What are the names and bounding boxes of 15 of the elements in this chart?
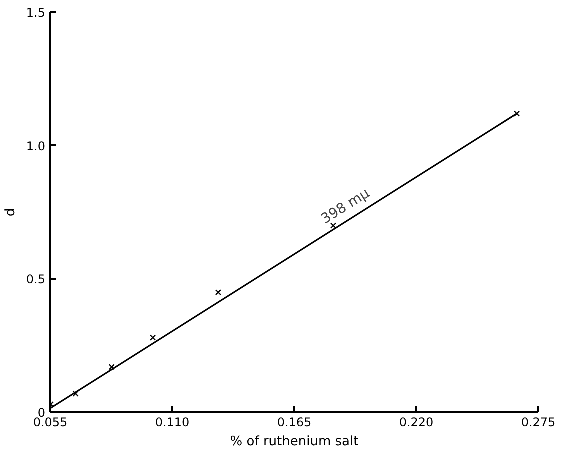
- point: [215, 289, 222, 296]
- y-tick-label: 1.0: [26, 139, 46, 154]
- point: [514, 110, 520, 117]
- y-axis-title: d: [3, 208, 18, 217]
- y-tick-label: 1.5: [26, 6, 46, 20]
- x-tick-label: 0.275: [521, 416, 556, 430]
- x-axis-title: % of ruthenium salt: [230, 434, 359, 450]
- x-tick-label: 0.165: [277, 416, 312, 430]
- point: [72, 390, 79, 397]
- annotation: 398 mμ: [318, 186, 373, 228]
- point: [108, 364, 116, 370]
- y-tick-label: 0.5: [26, 272, 46, 287]
- x-tick-label: 0.110: [155, 416, 190, 430]
- point: [150, 334, 156, 341]
- x-tick-label: 0.220: [399, 416, 434, 430]
